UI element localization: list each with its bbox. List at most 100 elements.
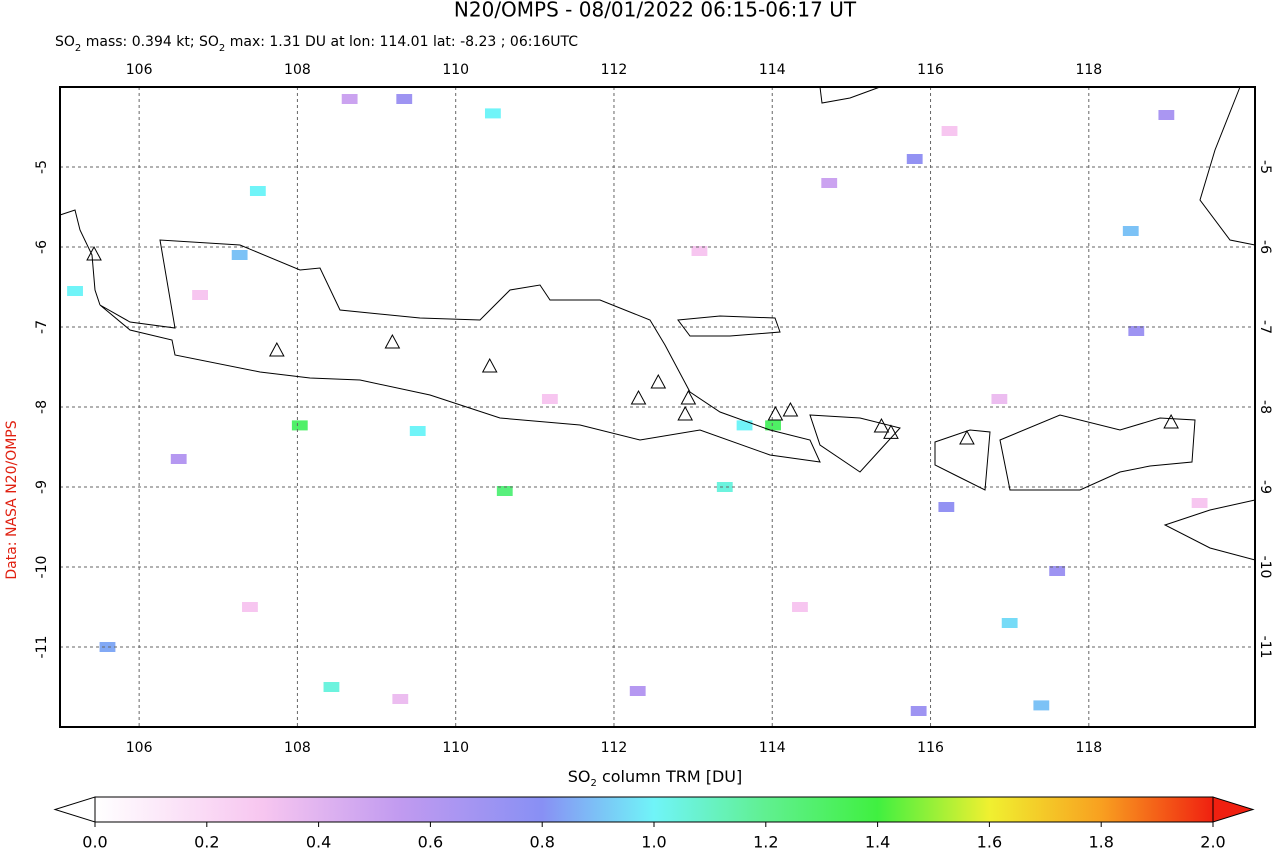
so2-pixel [170,454,187,464]
volcano-marker [384,333,401,349]
so2-pixel [242,602,258,612]
text-segment: SO [55,34,75,50]
y-tick-label-left: -5 [34,160,50,174]
so2-pixel [249,186,266,196]
y-tick-label-left: -8 [34,400,50,414]
y-tick-label-left: -11 [34,636,50,659]
y-tick-label-right: -6 [1257,240,1272,254]
text-segment: 2 [219,43,225,54]
so2-pixel [1001,618,1018,628]
x-tick-label-bottom: 118 [1075,740,1102,756]
volcano-marker [873,417,890,433]
so2-pixel [496,486,513,496]
volcano-layer [86,245,1179,445]
x-tick-label-bottom: 110 [442,740,469,756]
text-segment: column TRM [DU] [597,767,742,786]
volcano-marker [680,389,697,405]
x-tick-label-top: 118 [1075,62,1102,78]
chart-title: N20/OMPS - 08/01/2022 06:15-06:17 UT [454,0,857,22]
colorbar-min-arrow [53,796,96,823]
y-tick-label-right: -11 [1257,636,1272,659]
grid-layer [60,87,1255,727]
so2-pixel [1128,326,1145,336]
map-frame [59,86,1256,728]
so2-pixel [341,94,358,104]
so2-pixel [691,246,708,256]
y-tick-label-right: -10 [1257,556,1272,579]
y-tick-label-left: -6 [34,240,50,254]
x-tick-label-bottom: 116 [917,740,944,756]
colorbar-tick-label: 2.0 [1200,833,1225,852]
colorbar-tick-label: 0.6 [418,833,443,852]
volcano-marker [677,405,694,421]
so2-pixel [541,394,558,404]
so2-pixel [67,286,83,296]
colorbar-tick-label: 1.2 [753,833,778,852]
y-tick-label-right: -9 [1257,480,1272,494]
so2-pixel [792,602,808,612]
so2-pixel [821,178,838,188]
so2-pixel [484,108,501,119]
volcano-marker [767,405,784,421]
so2-pixel [291,420,308,431]
y-tick-label-left: -10 [34,556,50,579]
data-credit: Data: NASA N20/OMPS [4,420,20,579]
colorbar-tick-label: 1.6 [977,833,1002,852]
y-tick-label-right: -5 [1257,160,1272,174]
borneo-coast [819,86,1256,246]
colorbar-tick-label: 1.0 [641,833,666,852]
x-tick-label-bottom: 106 [126,740,153,756]
volcano-marker [883,424,899,439]
volcano-marker [782,401,799,417]
so2-pixel [192,290,208,300]
so2-pixel [736,420,753,431]
y-tick-label-right: -8 [1257,400,1272,414]
so2-pixel [1033,700,1050,711]
sumatra-coast [59,209,101,306]
volcano-marker [650,373,667,389]
so2-pixel [1191,498,1208,508]
volcano-marker [1163,413,1179,429]
so2-pixel [396,94,413,104]
x-tick-label-top: 116 [917,62,944,78]
text-segment: SO [568,767,591,786]
so2-pixel [910,706,927,716]
pixel-layer [67,94,1208,716]
y-tick-label-left: -7 [34,320,50,334]
text-segment: 2 [591,778,597,789]
so2-pixel [392,694,409,704]
volcano-marker [959,429,975,445]
volcano-marker [269,341,285,357]
x-tick-label-top: 108 [284,62,311,78]
sumba-coast [1163,499,1256,561]
so2-pixel [1158,110,1175,120]
x-tick-label-bottom: 114 [759,740,786,756]
java-coast [99,239,821,463]
so2-pixel [938,502,955,512]
so2-pixel [629,686,646,696]
so2-pixel [906,154,923,164]
colorbar-tick-label: 1.4 [865,833,890,852]
y-tick-label-right: -7 [1257,320,1272,334]
so2-pixel [716,482,733,492]
colorbar-tick-label: 0.0 [82,833,107,852]
so2-pixel [231,250,248,260]
so2-pixel [991,394,1008,404]
coastlines [59,86,1256,561]
so2-pixel [99,642,116,652]
so2-pixel [1122,226,1139,236]
x-tick-label-top: 114 [759,62,786,78]
chart-subtitle: SO2 mass: 0.394 kt; SO2 max: 1.31 DU at … [55,34,578,54]
lombok-coast [934,429,991,491]
volcano-marker [481,357,498,373]
so2-pixel [1049,566,1066,576]
text-segment: mass: 0.394 kt; SO [81,34,219,50]
colorbar-tick-label: 0.2 [194,833,219,852]
colorbar-ticks: 0.0 0.2 0.4 0.6 0.8 1.0 1.2 1.4 1.6 1.8 2.0 [82,822,1226,852]
so2-pixel [323,682,340,692]
colorbar-tick-label: 1.8 [1088,833,1113,852]
so2-pixel [765,420,781,431]
madura-coast [677,315,781,337]
bali-coast [809,414,901,473]
x-tick-label-top: 112 [601,62,628,78]
